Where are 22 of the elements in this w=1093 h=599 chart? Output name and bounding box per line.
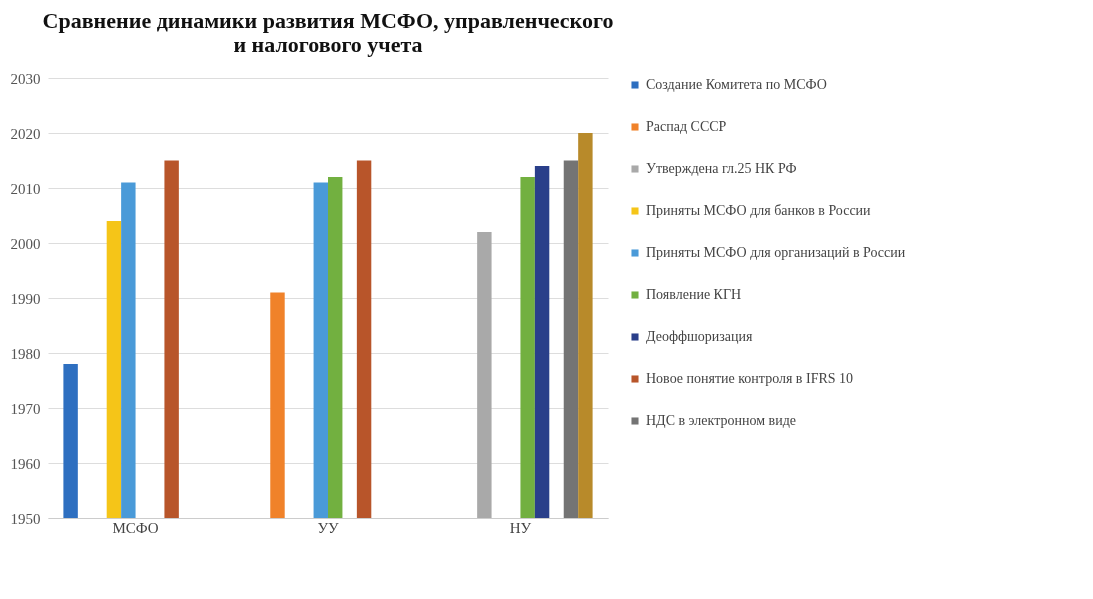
legend-label: НДС в электронном виде bbox=[646, 413, 796, 428]
x-tick-label: НУ bbox=[509, 519, 532, 536]
x-tick-label: МСФО bbox=[112, 519, 159, 536]
x-tick-label: УУ bbox=[317, 519, 339, 536]
legend-label: Деоффшоризация bbox=[646, 329, 753, 344]
legend-label: Появление КГН bbox=[646, 287, 742, 302]
legend-label: Распад СССР bbox=[646, 119, 727, 134]
y-tick-label: 2030 bbox=[10, 70, 41, 87]
legend-label: Приняты МСФО для банков в России bbox=[646, 203, 872, 218]
y-tick-label: 2000 bbox=[10, 235, 41, 252]
y-tick-label: 1980 bbox=[10, 345, 41, 362]
legend-label: Создание Комитета по МСФО bbox=[646, 77, 827, 92]
y-tick-label: 1990 bbox=[10, 290, 41, 307]
legend-label: Утверждена гл.25 НК РФ bbox=[646, 161, 797, 176]
y-tick-label: 1960 bbox=[10, 455, 41, 472]
y-tick-label: 2010 bbox=[10, 180, 41, 197]
y-tick-label: 1970 bbox=[10, 400, 41, 417]
legend-label: Приняты МСФО для организаций в России bbox=[646, 245, 906, 260]
chart-title: Сравнение динамики развития МСФО, управленческого и налогового учета bbox=[42, 8, 614, 57]
y-tick-label: 2020 bbox=[10, 125, 41, 142]
legend-label: Новое понятие контроля в IFRS 10 bbox=[646, 371, 854, 386]
y-tick-label: 1950 bbox=[10, 510, 41, 527]
